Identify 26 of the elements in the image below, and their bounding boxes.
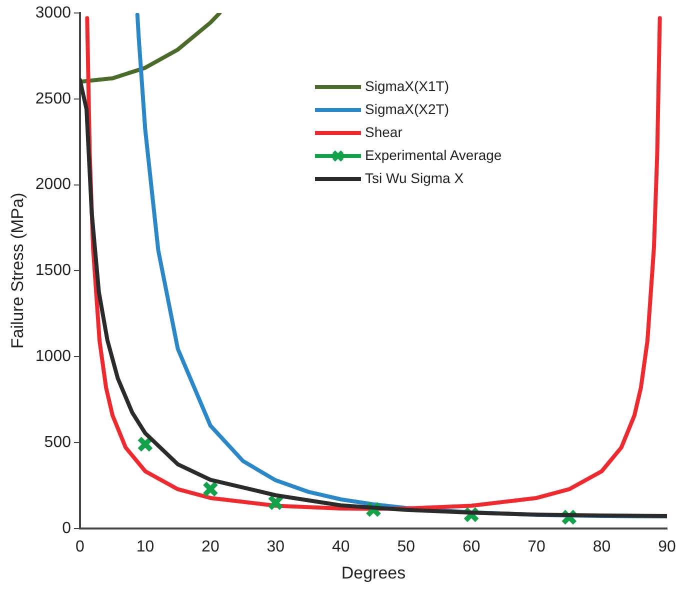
legend-label: SigmaX(X2T): [365, 100, 450, 119]
legend-label: Experimental Average: [365, 146, 502, 165]
y-tick-label: 1500: [35, 262, 72, 280]
y-tick-label: 500: [44, 434, 72, 451]
x-axis-title: Degrees: [341, 563, 406, 582]
x-tick-label: 80: [592, 538, 611, 556]
y-axis-title: Failure Stress (MPa): [8, 192, 27, 349]
point: [202, 480, 219, 498]
x-tick-label: 60: [462, 538, 480, 556]
y-tick-label: 3000: [35, 4, 72, 22]
x-tick-label: 40: [332, 538, 350, 556]
legend-label: SigmaX(X1T): [365, 77, 450, 96]
x-tick-label: 0: [76, 538, 85, 556]
x-tick-label: 50: [397, 538, 416, 556]
y-tick-label: 2000: [35, 176, 72, 194]
x-tick-label: 90: [658, 538, 676, 556]
y-tick-label: 1000: [35, 348, 72, 366]
legend-label: Shear: [365, 123, 402, 142]
y-tick-label: 0: [62, 520, 72, 537]
legend-label: Tsi Wu Sigma X: [365, 169, 464, 188]
x-tick-label: 20: [202, 538, 220, 556]
x-tick-label: 10: [136, 538, 154, 556]
x-tick-label: 30: [266, 538, 285, 556]
y-tick-label: 2500: [35, 90, 72, 108]
point: [268, 494, 284, 511]
x-tick-label: 70: [528, 538, 546, 556]
